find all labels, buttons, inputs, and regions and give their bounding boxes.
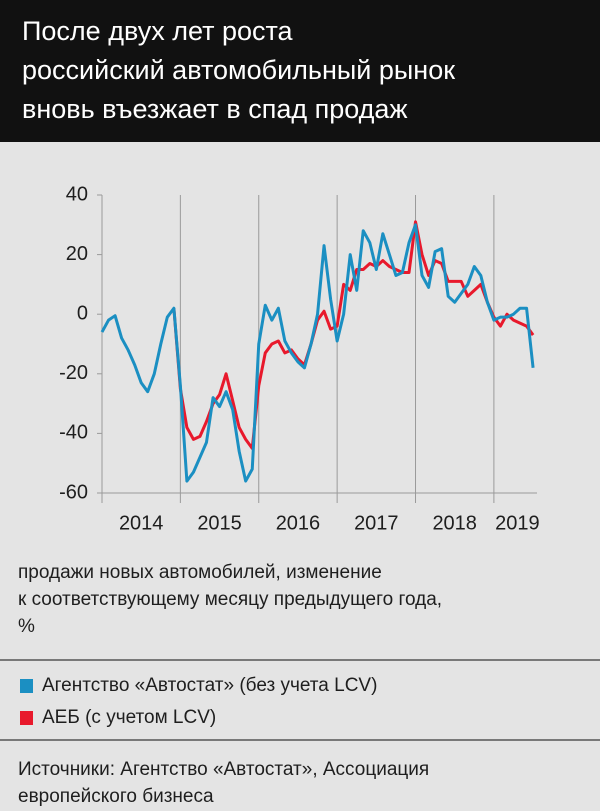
x-tick-label: 2016	[276, 512, 321, 534]
y-tick-label: 40	[66, 183, 88, 205]
y-tick-label: 0	[77, 302, 88, 324]
x-tick-label: 2018	[432, 512, 477, 534]
x-tick-label: 2019	[495, 512, 540, 534]
title-line: После двух лет роста	[22, 16, 294, 46]
title-line: российский автомобильный рынок	[22, 55, 455, 85]
source-line: европейского бизнеса	[18, 786, 214, 807]
source-line: Источники: Агентство «Автостат», Ассоциа…	[18, 759, 429, 780]
series-line	[100, 223, 535, 483]
y-label-line: %	[18, 616, 35, 637]
title-line: вновь въезжает в спад продаж	[22, 94, 408, 124]
x-tick-label: 2014	[119, 512, 164, 534]
x-tick-label: 2015	[197, 512, 242, 534]
y-label-line: к соответствующему месяцу предыдущего го…	[18, 589, 442, 610]
legend-label: АЕБ (с учетом LCV)	[42, 707, 216, 728]
y-tick-label: -60	[59, 481, 88, 503]
x-tick-label: 2017	[354, 512, 399, 534]
legend-swatch	[20, 679, 33, 693]
y-tick-label: -20	[59, 362, 88, 384]
y-tick-label: -40	[59, 422, 88, 444]
legend-label: Агентство «Автостат» (без учета LCV)	[42, 675, 377, 696]
header	[0, 0, 600, 142]
legend-swatch	[20, 711, 33, 725]
y-label-line: продажи новых автомобилей, изменение	[18, 562, 382, 583]
y-tick-label: 20	[66, 243, 88, 265]
